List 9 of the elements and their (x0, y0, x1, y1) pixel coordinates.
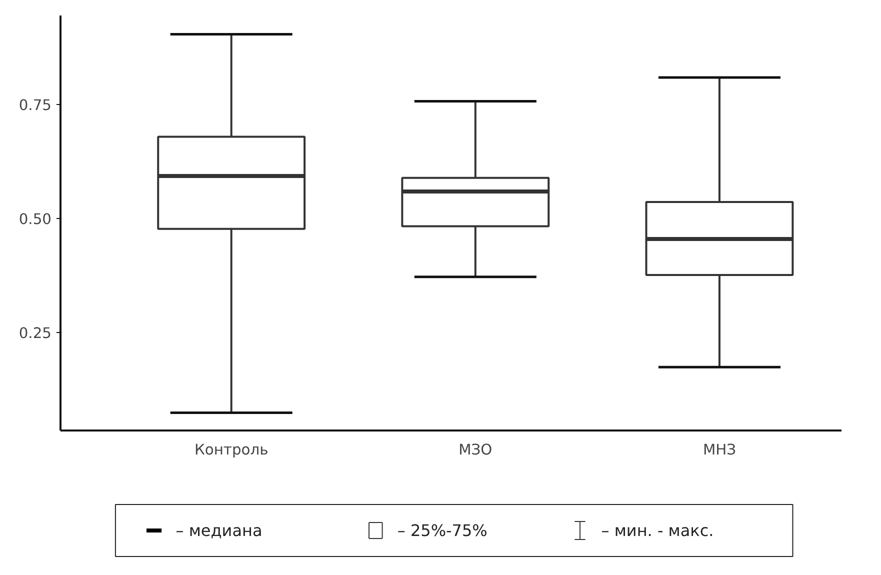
y-tick-label: 0.75 (18, 96, 52, 114)
x-tick-label: МЗО (458, 442, 492, 458)
x-tick-label: МНЗ (702, 442, 736, 458)
text: – мин. - макс. (601, 521, 714, 540)
text: – 25%-75% (397, 521, 488, 540)
text: – медиана (176, 521, 262, 540)
x-tick-label: Контроль (194, 442, 268, 458)
y-tick-label: 0.25 (18, 324, 52, 342)
y-tick-label: 0.50 (18, 210, 52, 228)
